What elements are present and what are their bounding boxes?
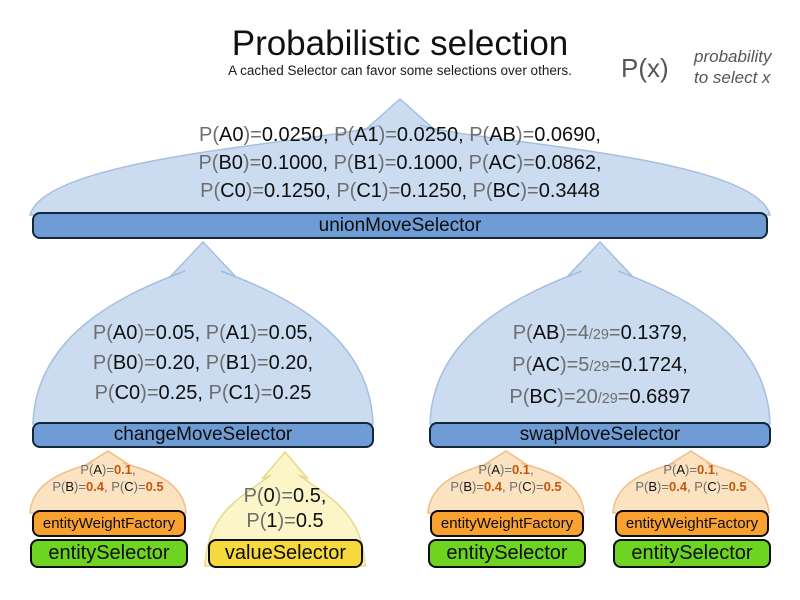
entity-weight-probabilities: P(A)=0.1, P(B)=0.4, P(C)=0.5: [30, 461, 186, 495]
probability-line: P(AB)=4/29=0.1379,: [512, 322, 688, 344]
union-probabilities: P(A0)=0.0250, P(A1)=0.0250, P(AB)=0.0690…: [30, 121, 770, 205]
probability-line: P(B)=0.4, P(C)=0.5: [52, 479, 164, 494]
union-dome-shape: [29, 97, 771, 216]
value-selector-label: valueSelector: [224, 542, 347, 564]
swap-move-selector-bar: swapMoveSelector: [429, 422, 771, 448]
probability-line: P(A0)=0.05, P(A1)=0.05,: [92, 322, 314, 344]
probability-line: P(B)=0.4, P(C)=0.5: [635, 479, 747, 494]
value-selector-probabilities: P(0)=0.5, P(1)=0.5: [205, 484, 365, 534]
entity-selector-label: entitySelector: [446, 542, 568, 564]
entity-weight-probabilities: P(A)=0.1, P(B)=0.4, P(C)=0.5: [428, 461, 584, 495]
probability-line: P(B0)=0.1000, P(B1)=0.1000, P(AC)=0.0862…: [198, 152, 602, 174]
entity-selector-bar: entitySelector: [613, 539, 771, 568]
probability-line: P(B0)=0.20, P(B1)=0.20,: [92, 352, 314, 374]
entity-weight-dome-shape: [427, 450, 585, 514]
entity-selector-label: entitySelector: [631, 542, 753, 564]
entity-weight-factory-bar: entityWeightFactory: [430, 510, 584, 537]
legend-desc-line2: to select x: [694, 68, 771, 87]
legend-probability-description: probability to select x: [694, 46, 772, 88]
change-probabilities: P(A0)=0.05, P(A1)=0.05, P(B0)=0.20, P(B1…: [33, 318, 373, 408]
legend-desc-line1: probability: [694, 47, 772, 66]
probability-line: P(C0)=0.25, P(C1)=0.25: [94, 382, 312, 404]
probability-line: P(A)=0.1,: [80, 462, 136, 477]
page-subtitle: A cached Selector can favor some selecti…: [228, 63, 572, 78]
legend-probability-symbol: P(x): [621, 53, 669, 83]
probability-line: P(BC)=20/29=0.6897: [509, 386, 691, 408]
entity-weight-factory-label: entityWeightFactory: [440, 515, 574, 532]
union-move-selector-bar: unionMoveSelector: [32, 212, 768, 239]
probability-line: P(A)=0.1,: [663, 462, 719, 477]
swap-probabilities: P(AB)=4/29=0.1379, P(AC)=5/29=0.1724, P(…: [430, 318, 770, 414]
entity-weight-factory-label: entityWeightFactory: [625, 515, 759, 532]
change-move-selector-label: changeMoveSelector: [113, 424, 293, 445]
probability-line: P(C0)=0.1250, P(C1)=0.1250, P(BC)=0.3448: [200, 180, 600, 202]
entity-weight-dome-shape: [29, 450, 187, 514]
union-move-selector-label: unionMoveSelector: [318, 214, 482, 236]
entity-selector-bar: entitySelector: [30, 539, 188, 568]
page-title: Probabilistic selection: [231, 24, 569, 63]
probability-line: P(0)=0.5,: [243, 485, 327, 507]
probability-line: P(1)=0.5: [246, 510, 324, 532]
entity-weight-probabilities: P(A)=0.1, P(B)=0.4, P(C)=0.5: [613, 461, 769, 495]
probability-line: P(A)=0.1,: [478, 462, 534, 477]
probability-line: P(AC)=5/29=0.1724,: [512, 354, 688, 376]
change-move-selector-bar: changeMoveSelector: [32, 422, 374, 448]
change-dome-shape: [32, 240, 374, 425]
swap-dome-shape: [429, 240, 771, 425]
entity-weight-factory-bar: entityWeightFactory: [615, 510, 769, 537]
entity-weight-factory-bar: entityWeightFactory: [32, 510, 186, 537]
swap-move-selector-label: swapMoveSelector: [519, 424, 681, 445]
value-selector-dome-shape: [204, 450, 366, 567]
entity-weight-dome-shape: [612, 450, 770, 514]
entity-selector-label: entitySelector: [48, 542, 170, 564]
probability-line: P(A0)=0.0250, P(A1)=0.0250, P(AB)=0.0690…: [199, 124, 601, 146]
entity-selector-bar: entitySelector: [428, 539, 586, 568]
probability-line: P(B)=0.4, P(C)=0.5: [450, 479, 562, 494]
value-selector-bar: valueSelector: [208, 539, 363, 568]
entity-weight-factory-label: entityWeightFactory: [42, 515, 176, 532]
